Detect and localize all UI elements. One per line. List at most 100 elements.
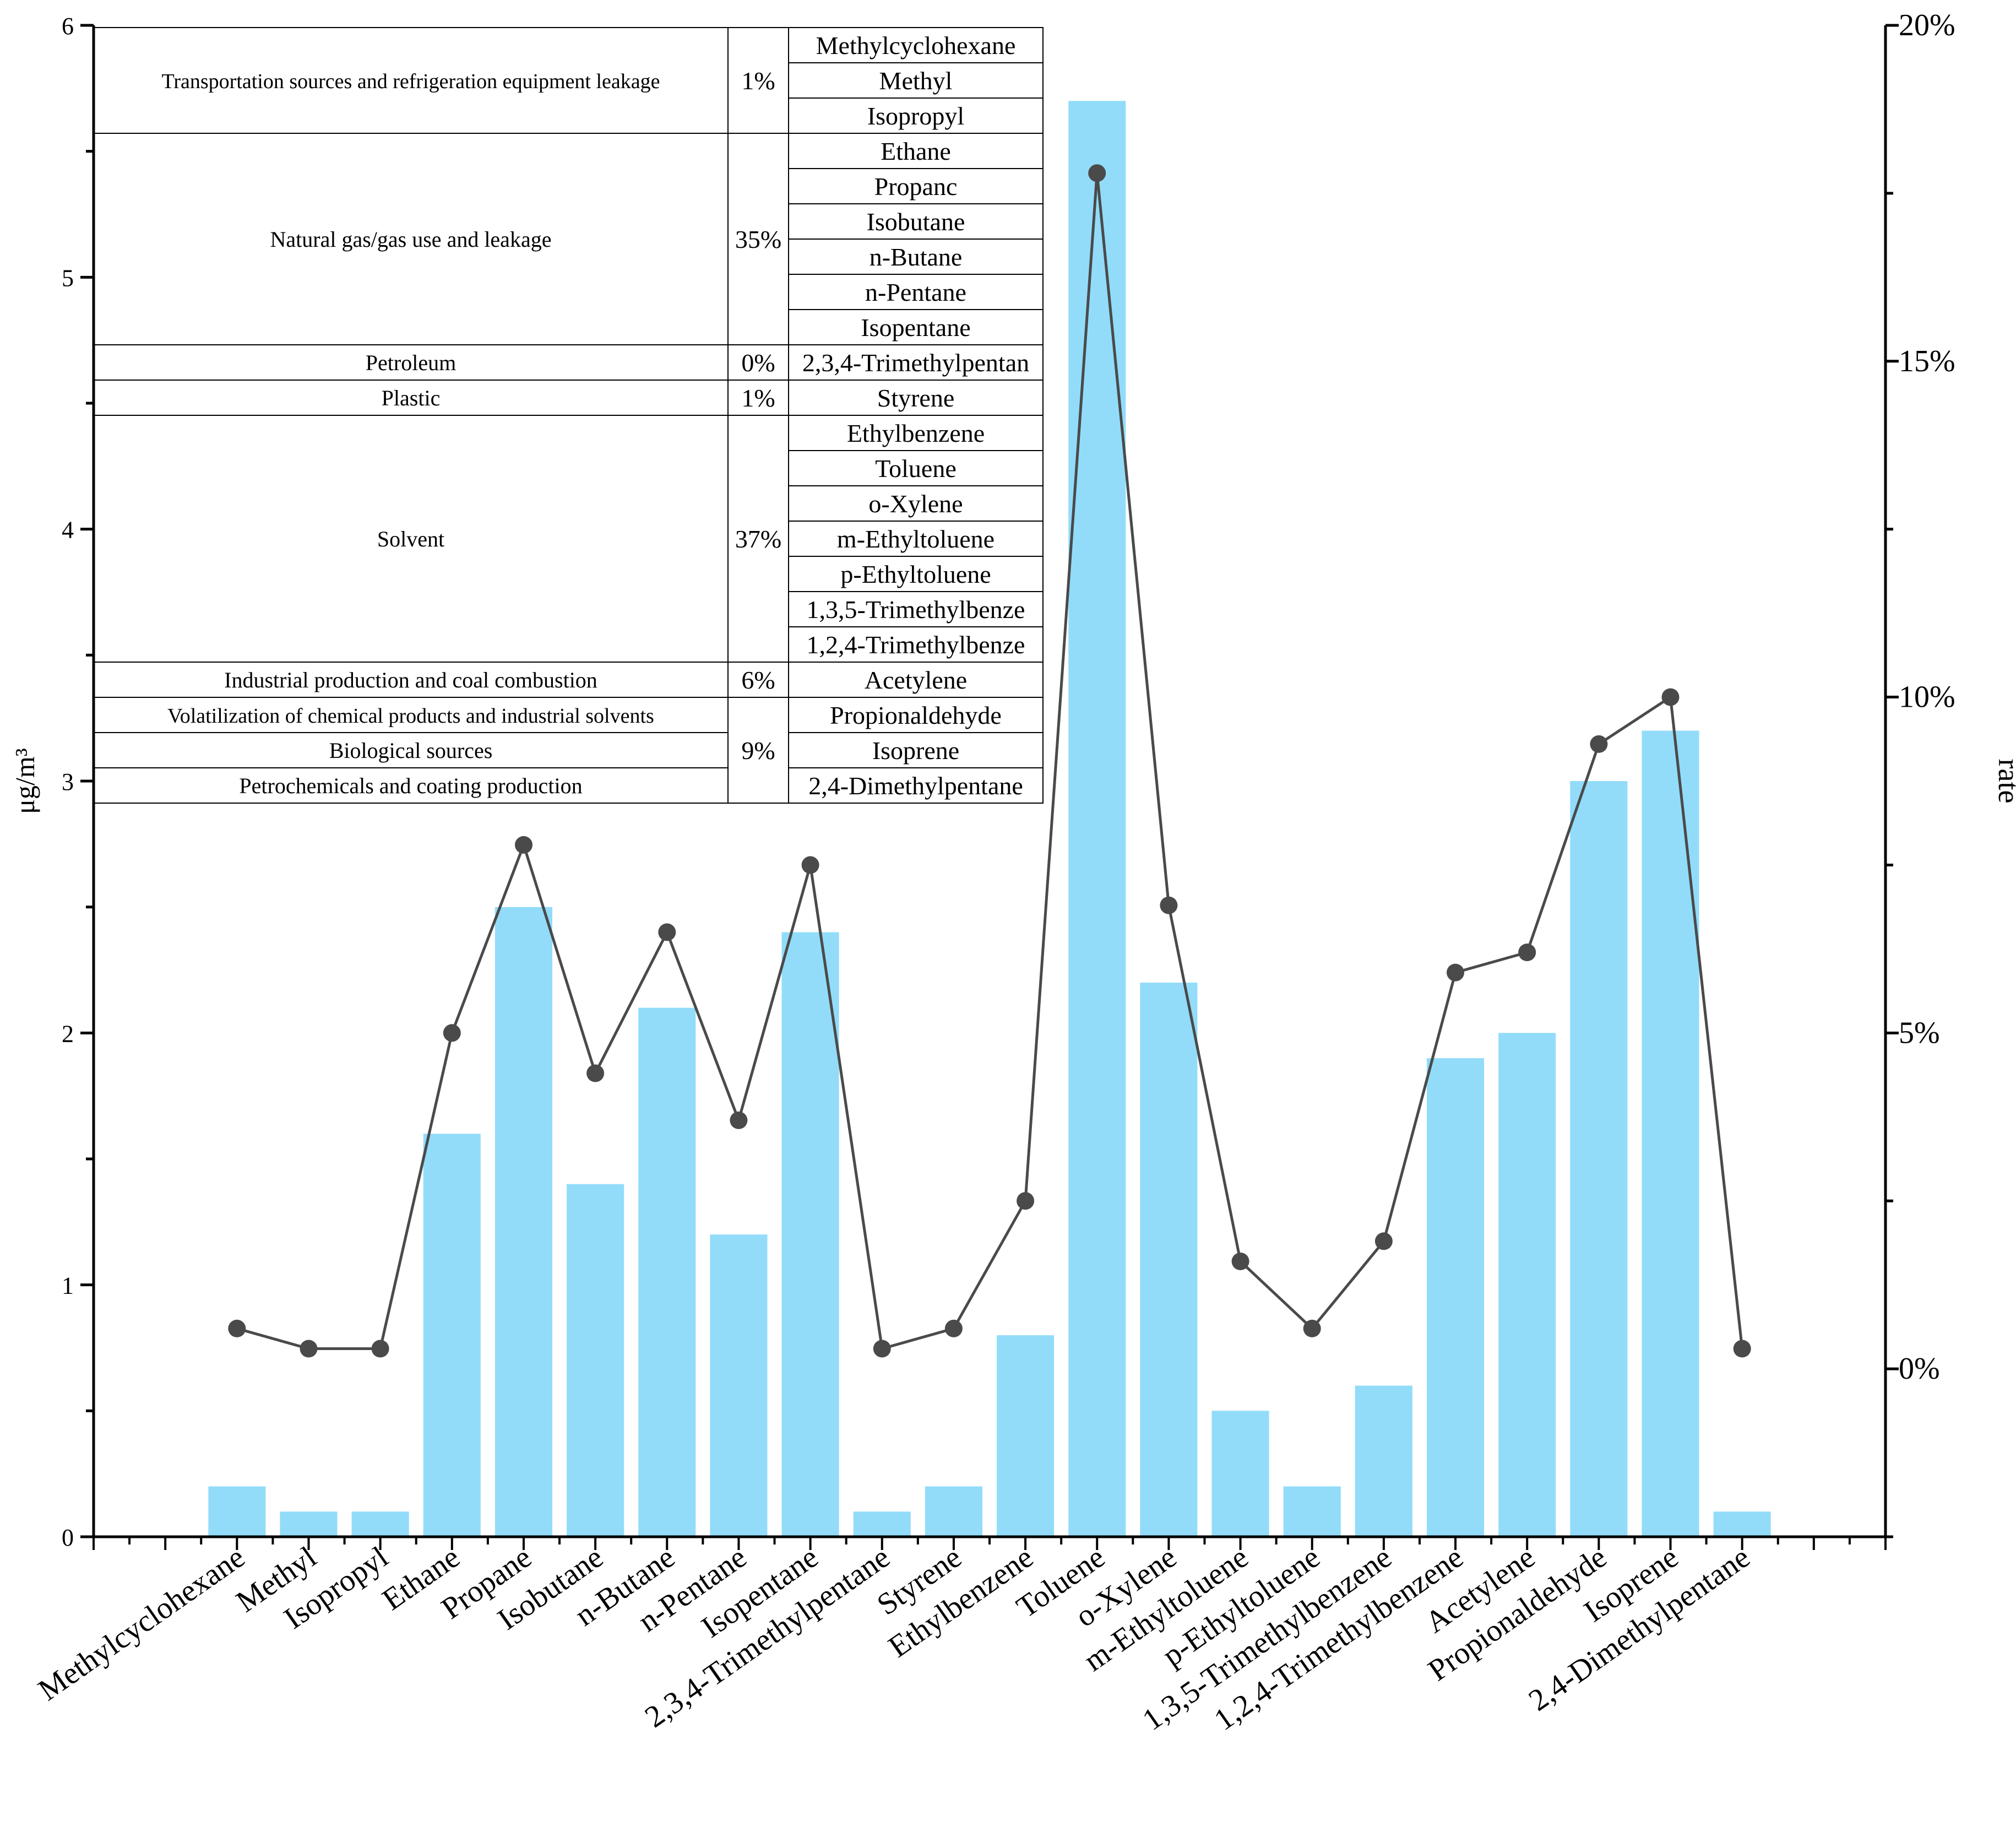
- table-species-label: Ethane: [881, 137, 951, 165]
- bar-13: [1068, 101, 1126, 1537]
- table-species-label: Methyl: [879, 67, 953, 95]
- y2-tick-label: 10%: [1899, 680, 1955, 714]
- table-source-label: Natural gas/gas use and leakage: [270, 227, 552, 252]
- rate-point-18: [1447, 963, 1464, 982]
- table-species-label: Acetylene: [865, 666, 967, 694]
- y2-tick-label: 5%: [1899, 1016, 1940, 1050]
- table-pct-label: 35%: [735, 225, 781, 253]
- y-tick-label: 6: [62, 13, 74, 40]
- table-species-label: Ethylbenzene: [847, 419, 985, 447]
- rate-point-22: [1733, 1340, 1751, 1358]
- table-species-label: n-Pentane: [865, 278, 966, 306]
- rate-point-20: [1590, 735, 1608, 753]
- y-axis-title: μg/m³: [9, 748, 40, 814]
- table-species-label: p-Ethyltoluene: [840, 560, 991, 588]
- rate-point-6: [586, 1064, 605, 1082]
- y-tick-label: 2: [62, 1020, 74, 1047]
- table-species-label: 2,3,4-Trimethylpentan: [802, 349, 1029, 377]
- table-source-label: Petrochemicals and coating production: [239, 773, 582, 798]
- rate-point-9: [801, 856, 819, 874]
- table-pct-label: 1%: [741, 384, 775, 412]
- bar-8: [710, 1234, 768, 1537]
- bar-12: [997, 1335, 1055, 1537]
- bar-5: [495, 907, 552, 1537]
- rate-point-7: [658, 923, 676, 941]
- bar-6: [567, 1184, 624, 1537]
- bar-11: [925, 1486, 982, 1537]
- y2-tick-label: 20%: [1899, 8, 1955, 42]
- bar-3: [351, 1511, 409, 1537]
- bar-17: [1355, 1385, 1412, 1537]
- table-source-label: Industrial production and coal combustio…: [224, 668, 597, 692]
- rate-point-19: [1518, 944, 1536, 961]
- table-species-label: Toluene: [875, 454, 957, 483]
- table-pct-label: 37%: [735, 525, 781, 553]
- rate-point-1: [228, 1319, 246, 1337]
- bar-14: [1140, 982, 1198, 1537]
- table-species-label: m-Ethyltoluene: [837, 525, 995, 553]
- y-tick-label: 5: [62, 264, 74, 291]
- rate-point-5: [515, 836, 532, 854]
- y2-tick-label: 0%: [1899, 1352, 1940, 1386]
- bar-22: [1713, 1511, 1771, 1537]
- y-tick-label: 4: [62, 517, 74, 544]
- bar-1: [208, 1486, 266, 1537]
- table-species-label: 2,4-Dimethylpentane: [808, 772, 1023, 800]
- y-tick-label: 0: [62, 1524, 74, 1551]
- source-table: Transportation sources and refrigeration…: [94, 27, 1044, 804]
- y-tick-label: 3: [62, 768, 74, 795]
- table-pct-label: 0%: [741, 349, 775, 377]
- table-source-label: Solvent: [377, 527, 444, 551]
- table-species-label: Isopentane: [861, 313, 970, 342]
- rate-point-14: [1160, 896, 1178, 914]
- bar-10: [853, 1511, 911, 1537]
- table-species-label: Methylcyclohexane: [816, 31, 1016, 59]
- rate-point-12: [1017, 1192, 1035, 1210]
- table-source-label: Petroleum: [366, 350, 456, 375]
- table-species-label: Propionaldehyde: [830, 701, 1002, 729]
- table-species-label: Styrene: [877, 384, 955, 412]
- table-source-label: Plastic: [382, 386, 441, 410]
- table-species-label: 1,2,4-Trimethylbenze: [807, 631, 1025, 659]
- rate-line: [236, 173, 1744, 1351]
- rate-point-10: [873, 1340, 891, 1358]
- table-pct-label: 6%: [741, 666, 775, 694]
- rate-point-16: [1303, 1319, 1321, 1337]
- table-species-label: Isoprene: [872, 736, 959, 765]
- table-pct-label: 1%: [741, 67, 775, 95]
- rate-point-4: [443, 1024, 461, 1042]
- bar-19: [1498, 1033, 1556, 1537]
- table-species-label: 1,3,5-Trimethylbenze: [807, 595, 1025, 624]
- bar-16: [1283, 1486, 1341, 1537]
- bar-21: [1642, 730, 1699, 1537]
- table-source-label: Volatilization of chemical products and …: [167, 704, 654, 728]
- bar-4: [423, 1134, 481, 1537]
- rate-point-15: [1231, 1253, 1249, 1270]
- rate-point-3: [371, 1340, 389, 1358]
- rate-point-11: [944, 1319, 963, 1337]
- bar-7: [638, 1007, 696, 1537]
- rate-point-2: [300, 1340, 318, 1358]
- table-species-label: o-Xylene: [868, 490, 963, 518]
- table-pct-label: 9%: [741, 736, 775, 765]
- rate-point-13: [1088, 164, 1106, 182]
- rate-point-8: [730, 1111, 748, 1129]
- bar-15: [1211, 1411, 1269, 1537]
- y2-axis-title: rate: [1992, 759, 2016, 804]
- table-species-label: Propanc: [874, 172, 958, 200]
- table-source-label: Biological sources: [329, 738, 493, 763]
- bar-18: [1427, 1058, 1485, 1537]
- x-tick-label: Methylcyclohexane: [32, 1540, 251, 1708]
- bar-9: [781, 932, 839, 1537]
- y2-tick-label: 15%: [1899, 344, 1955, 378]
- table-species-label: n-Butane: [870, 243, 963, 271]
- rate-point-21: [1661, 688, 1680, 706]
- bar-20: [1570, 781, 1628, 1537]
- bar-2: [280, 1511, 338, 1537]
- table-species-label: Isobutane: [867, 208, 965, 236]
- rate-point-17: [1374, 1232, 1393, 1250]
- table-species-label: Isopropyl: [867, 102, 964, 130]
- table-source-label: Transportation sources and refrigeration…: [161, 70, 660, 93]
